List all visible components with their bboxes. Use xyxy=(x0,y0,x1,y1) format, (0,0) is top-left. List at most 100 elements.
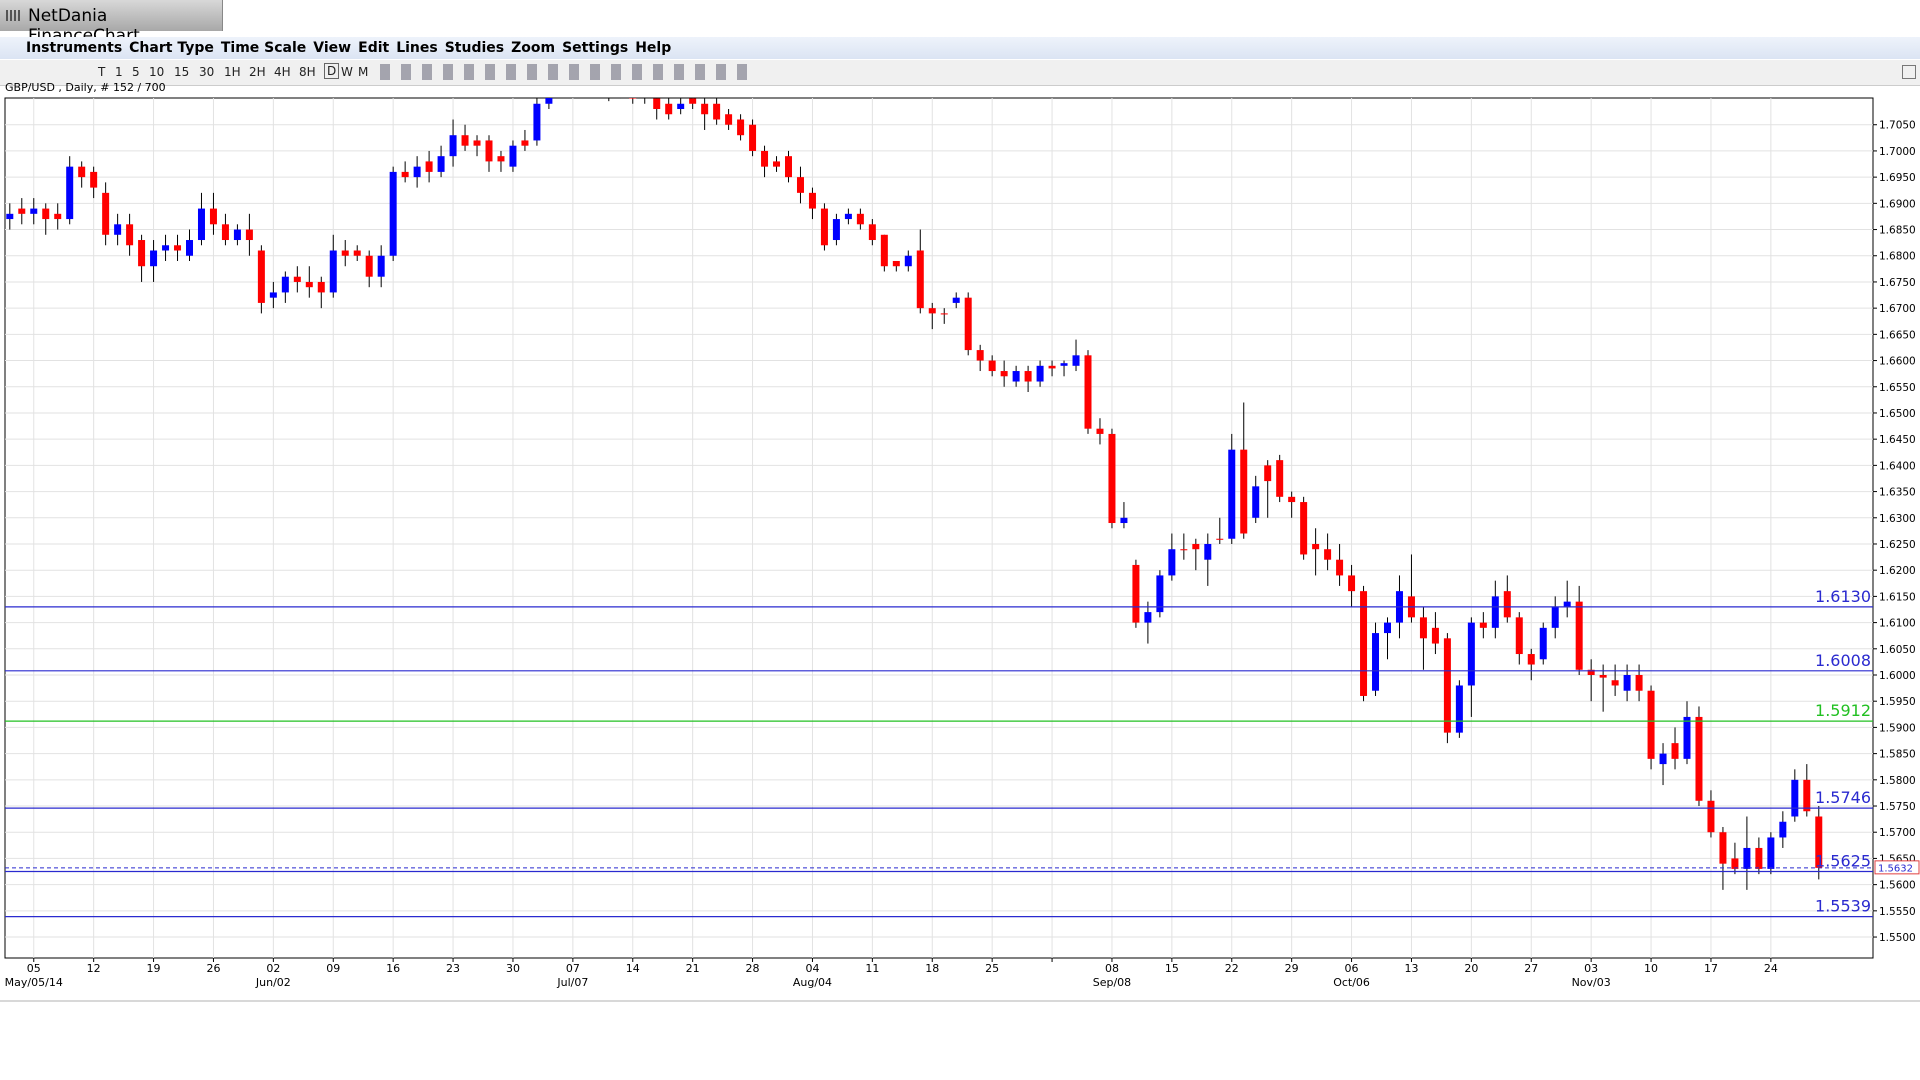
x-tick-label: 08 xyxy=(1105,962,1119,975)
x-tick-label: 16 xyxy=(386,962,400,975)
candle-body xyxy=(1791,779,1799,817)
menu-item[interactable]: Help xyxy=(635,40,672,56)
candle-body xyxy=(796,177,804,193)
menu-item[interactable]: View xyxy=(313,40,352,56)
candle-body xyxy=(174,245,182,251)
candle-body xyxy=(1264,465,1272,482)
menu-item[interactable]: Studies xyxy=(444,40,505,56)
candle-body xyxy=(1707,800,1715,833)
candle-body xyxy=(1336,559,1344,576)
candle-body xyxy=(749,124,757,151)
x-month-label: Sep/08 xyxy=(1093,976,1131,989)
candle-body xyxy=(1587,669,1595,676)
x-month-label: May/05/14 xyxy=(5,976,63,989)
menu-item[interactable]: Lines xyxy=(396,40,438,56)
candle-body xyxy=(1072,355,1080,366)
y-tick-label: 1.5800 xyxy=(1879,775,1916,787)
candle-body xyxy=(461,135,469,146)
level-label: 1.6130 xyxy=(1815,587,1871,606)
x-tick-label: 11 xyxy=(865,962,879,975)
candle-body xyxy=(126,224,134,246)
y-tick-label: 1.5500 xyxy=(1879,932,1916,944)
candle-body xyxy=(485,140,493,162)
y-tick-label: 1.5550 xyxy=(1879,906,1916,918)
menu-item[interactable]: Chart Type xyxy=(129,40,214,56)
interval-button[interactable]: 8H xyxy=(299,65,316,79)
menu-item[interactable]: Time Scale xyxy=(220,40,307,56)
x-month-label: Jun/02 xyxy=(255,976,291,989)
y-tick-label: 1.6900 xyxy=(1879,198,1916,210)
candle-body xyxy=(1384,622,1391,634)
candle-body xyxy=(1455,685,1463,733)
candle-body xyxy=(1060,363,1068,366)
candle-body xyxy=(1671,743,1679,759)
candle-body xyxy=(557,78,564,88)
interval-button[interactable]: T xyxy=(98,65,106,79)
interval-button[interactable]: 1H xyxy=(224,65,241,79)
x-tick-label: 24 xyxy=(1764,962,1778,975)
candle-body xyxy=(1120,517,1128,524)
menu-item[interactable]: Settings xyxy=(562,40,629,56)
interval-button[interactable]: M xyxy=(358,65,369,79)
y-tick-label: 1.5600 xyxy=(1879,880,1916,892)
interval-button[interactable]: 30 xyxy=(199,65,215,79)
candle-body xyxy=(317,281,325,293)
candle-body xyxy=(808,192,816,209)
candle-body xyxy=(257,250,265,303)
candle-body xyxy=(162,245,170,251)
candle-body xyxy=(6,213,14,220)
candle-body xyxy=(665,103,673,115)
x-month-label: Aug/04 xyxy=(793,976,832,989)
interval-button[interactable]: 10 xyxy=(149,65,165,79)
candle-body xyxy=(785,156,792,178)
x-tick-label: 02 xyxy=(266,962,280,975)
y-tick-label: 1.6150 xyxy=(1879,591,1916,603)
y-tick-label: 1.6800 xyxy=(1879,251,1916,263)
menu-item[interactable]: Instruments xyxy=(26,40,123,56)
interval-button[interactable]: 1 xyxy=(115,65,123,79)
candle-body xyxy=(761,150,769,167)
interval-button[interactable]: 15 xyxy=(174,65,190,79)
candle-body xyxy=(1647,690,1655,759)
menu-item[interactable]: Zoom xyxy=(511,40,556,56)
y-tick-label: 1.6600 xyxy=(1879,356,1916,368)
y-tick-label: 1.5750 xyxy=(1879,801,1916,813)
y-tick-label: 1.6200 xyxy=(1879,565,1916,577)
candle-body xyxy=(1204,543,1212,560)
candle-body xyxy=(437,156,445,172)
x-tick-label: 20 xyxy=(1464,962,1478,975)
candle-body xyxy=(377,255,385,277)
candle-body xyxy=(281,276,289,293)
candle-body xyxy=(1767,837,1775,869)
x-tick-label: 13 xyxy=(1404,962,1418,975)
y-tick-label: 1.6850 xyxy=(1879,225,1916,237)
last-price-label: 1.5632 xyxy=(1878,863,1913,874)
y-tick-label: 1.6700 xyxy=(1879,303,1916,315)
interval-button[interactable]: W xyxy=(341,65,353,79)
y-tick-label: 1.5700 xyxy=(1879,827,1916,839)
candle-body xyxy=(18,208,26,214)
interval-button[interactable]: 2H xyxy=(249,65,266,79)
interval-button[interactable]: 4H xyxy=(274,65,291,79)
interval-button[interactable]: 5 xyxy=(132,65,140,79)
candle-body xyxy=(904,255,912,267)
interval-button[interactable]: D xyxy=(324,63,340,79)
x-tick-label: 15 xyxy=(1165,962,1179,975)
x-tick-label: 06 xyxy=(1345,962,1359,975)
candle-body xyxy=(964,297,972,351)
tool-icons xyxy=(380,64,750,80)
candle-body xyxy=(305,281,313,288)
candle-body xyxy=(1144,612,1152,623)
x-tick-label: 14 xyxy=(626,962,640,975)
candle-body xyxy=(1683,716,1691,759)
menu-item[interactable]: Edit xyxy=(358,40,390,56)
candle-body xyxy=(329,250,337,293)
candle-body xyxy=(341,250,349,256)
candle-body xyxy=(1312,543,1320,550)
candle-body xyxy=(880,234,888,267)
candle-body xyxy=(593,72,600,82)
candle-body xyxy=(1443,638,1451,733)
candle-body xyxy=(952,297,960,303)
x-month-label: Jul/07 xyxy=(556,976,588,989)
